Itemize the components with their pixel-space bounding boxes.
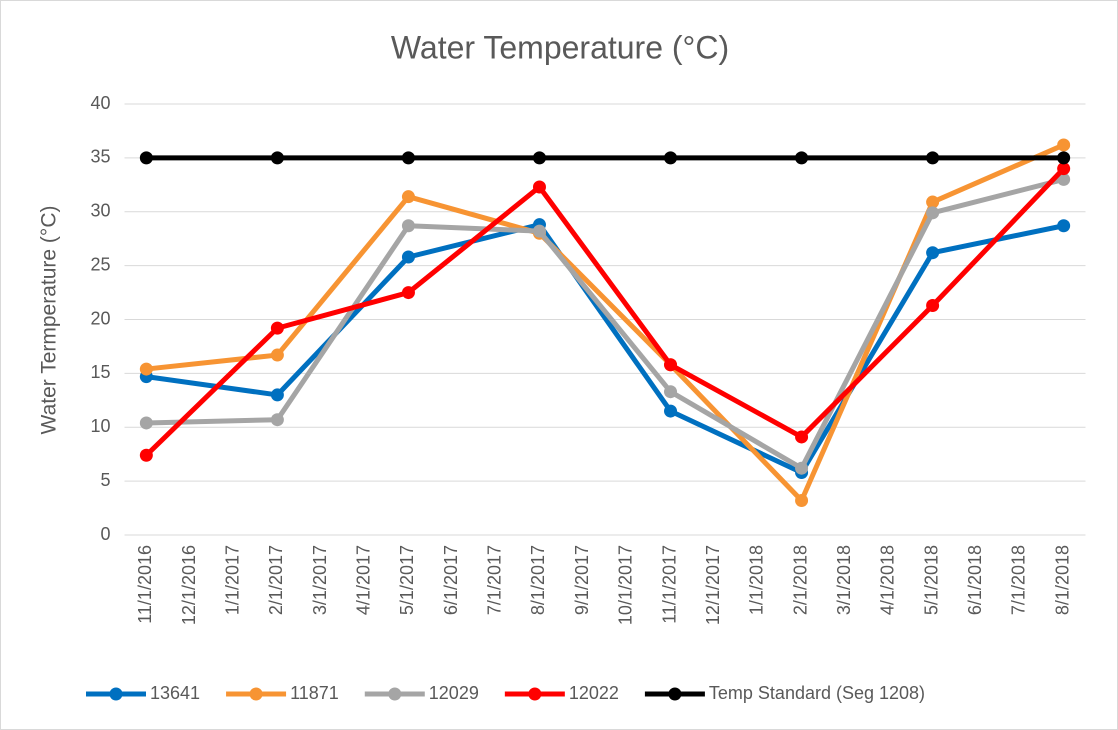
x-tick-label: 7/1/2018	[1009, 545, 1029, 615]
data-point	[139, 362, 153, 376]
data-point	[1057, 138, 1071, 152]
y-tick-label: 25	[90, 254, 110, 274]
data-point	[926, 206, 940, 220]
data-point	[401, 219, 415, 233]
x-tick-label: 5/1/2018	[921, 545, 941, 615]
y-tick-label: 40	[90, 93, 110, 113]
legend-label: 12022	[569, 683, 619, 703]
chart-title: Water Temperature (°C)	[391, 29, 729, 65]
x-tick-label: 1/1/2017	[222, 545, 242, 615]
x-tick-label: 2/1/2017	[266, 545, 286, 615]
legend-marker	[109, 687, 123, 701]
y-tick-label: 0	[100, 524, 110, 544]
data-point	[1057, 151, 1071, 165]
data-point	[532, 151, 546, 165]
data-point	[270, 388, 284, 402]
series-line	[145, 222, 1065, 476]
x-tick-label: 1/1/2018	[747, 545, 767, 615]
series-line	[144, 166, 1066, 458]
data-point	[664, 385, 678, 399]
x-tick-label: 4/1/2017	[354, 545, 374, 615]
legend-marker	[249, 687, 263, 701]
data-point	[926, 151, 940, 165]
x-tick-label: 7/1/2017	[485, 545, 505, 615]
data-point	[401, 151, 415, 165]
data-point	[401, 286, 415, 300]
x-tick-label: 9/1/2017	[572, 545, 592, 615]
x-tick-label: 12/1/2016	[179, 545, 199, 625]
data-point	[401, 190, 415, 204]
legend-label: 12029	[429, 683, 479, 703]
y-axis-label: Water Termperature (°C)	[38, 206, 61, 435]
legend-label: 13641	[150, 683, 200, 703]
data-point	[664, 358, 678, 372]
y-tick-label: 10	[90, 416, 110, 436]
y-tick-label: 30	[90, 201, 110, 221]
data-point	[270, 321, 284, 335]
data-point	[664, 404, 678, 418]
data-point	[795, 461, 809, 475]
data-point	[139, 448, 153, 462]
x-tick-label: 8/1/2018	[1052, 545, 1072, 615]
x-tick-label: 6/1/2017	[441, 545, 461, 615]
data-point	[139, 416, 153, 430]
data-point	[926, 298, 940, 312]
data-point	[270, 413, 284, 427]
legend-marker	[388, 687, 402, 701]
data-point	[926, 246, 940, 260]
x-tick-label: 10/1/2017	[616, 545, 636, 625]
data-point	[1057, 219, 1071, 233]
y-tick-label: 35	[90, 147, 110, 167]
data-point	[926, 195, 940, 209]
y-tick-label: 5	[100, 470, 110, 490]
x-tick-label: 4/1/2018	[878, 545, 898, 615]
x-tick-label: 8/1/2017	[528, 545, 548, 615]
y-tick-label: 20	[90, 308, 110, 328]
legend-label: Temp Standard (Seg 1208)	[709, 683, 925, 703]
legend-marker	[668, 687, 682, 701]
data-point	[795, 430, 809, 444]
x-tick-label: 5/1/2017	[397, 545, 417, 615]
x-tick-label: 11/1/2017	[659, 545, 679, 624]
x-tick-label: 11/1/2016	[135, 545, 155, 624]
x-tick-label: 3/1/2017	[310, 545, 330, 615]
data-point	[270, 151, 284, 165]
legend-label: 11871	[290, 683, 339, 703]
data-point	[1057, 172, 1071, 186]
x-tick-label: 6/1/2018	[965, 545, 985, 615]
data-point	[401, 250, 415, 264]
data-point	[532, 224, 546, 238]
x-tick-label: 12/1/2017	[703, 545, 723, 625]
x-tick-label: 2/1/2018	[790, 545, 810, 615]
data-point	[139, 151, 153, 165]
data-point	[795, 151, 809, 165]
data-point	[664, 151, 678, 165]
data-point	[1057, 162, 1071, 176]
data-point	[795, 494, 809, 508]
y-tick-label: 15	[90, 362, 110, 382]
legend-marker	[528, 687, 542, 701]
data-point	[270, 348, 284, 362]
series-line	[146, 177, 1065, 471]
data-point	[532, 180, 546, 194]
x-tick-label: 3/1/2018	[834, 545, 854, 615]
